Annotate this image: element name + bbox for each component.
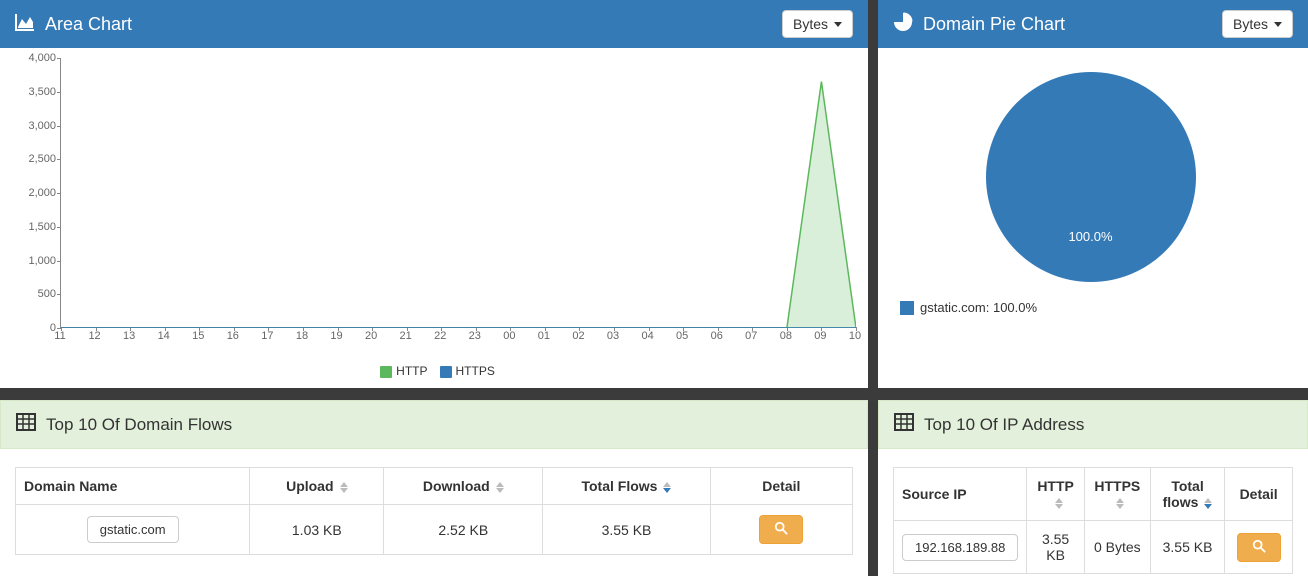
column-header: Domain Name	[16, 468, 250, 505]
x-tick-label: 05	[676, 330, 688, 342]
ip-address-table: Source IPHTTPHTTPSTotal flowsDetail 192.…	[893, 467, 1293, 574]
area-chart-body: 05 00 1,000 1,500 2,000 2,500 3,000 3,500 4,000 1…	[0, 48, 868, 389]
x-tick-label: 12	[88, 330, 100, 342]
column-header: Detail	[710, 468, 852, 505]
y-tick-label: 3,000	[28, 120, 56, 132]
x-tick-label: 15	[192, 330, 204, 342]
table-row: 192.168.189.88 3.55 KB0 Bytes3.55 KB	[894, 521, 1293, 574]
x-tick-label: 21	[400, 330, 412, 342]
table-row: gstatic.com 1.03 KB2.52 KB3.55 KB	[16, 505, 853, 555]
column-header[interactable]: Total Flows	[543, 468, 710, 505]
legend-label: HTTP	[396, 364, 427, 378]
x-tick-label: 19	[330, 330, 342, 342]
download-cell: 2.52 KB	[384, 505, 543, 555]
area-chart-title: Area Chart	[45, 14, 132, 35]
dropdown-label: Bytes	[1233, 16, 1268, 32]
area-chart-panel: Area Chart Bytes 05 00 1,000 1,500 2,000 2,50…	[0, 0, 868, 388]
domain-flows-title: Top 10 Of Domain Flows	[46, 415, 232, 435]
legend-label: HTTPS	[456, 364, 495, 378]
pie-chart-title: Domain Pie Chart	[923, 14, 1065, 35]
pie-chart: 100.0%	[986, 72, 1196, 282]
x-tick-label: 20	[365, 330, 377, 342]
x-tick-label: 01	[538, 330, 550, 342]
total-cell: 3.55 KB	[1150, 521, 1224, 574]
ip-address-header: Top 10 Of IP Address	[878, 400, 1308, 449]
x-tick-label: 00	[503, 330, 515, 342]
column-header[interactable]: Download	[384, 468, 543, 505]
area-chart-unit-dropdown[interactable]: Bytes	[782, 10, 853, 38]
column-header: Source IP	[894, 468, 1027, 521]
x-tick-label: 07	[745, 330, 757, 342]
legend-swatch	[900, 301, 914, 315]
pie-chart-icon	[893, 12, 913, 37]
pie-slice-label: 100.0%	[1068, 229, 1112, 244]
y-tick-label: 2,000	[28, 187, 56, 199]
column-header[interactable]: Total flows	[1150, 468, 1224, 521]
x-tick-label: 18	[296, 330, 308, 342]
y-tick-label: 4,000	[28, 52, 56, 64]
ip-address-panel: Top 10 Of IP Address Source IPHTTPHTTPST…	[878, 400, 1308, 576]
dropdown-label: Bytes	[793, 16, 828, 32]
column-header[interactable]: HTTPS	[1084, 468, 1150, 521]
x-tick-label: 06	[711, 330, 723, 342]
x-tick-label: 03	[607, 330, 619, 342]
area-chart-legend: HTTP HTTPS	[10, 358, 853, 384]
x-tick-label: 13	[123, 330, 135, 342]
y-tick-label: 1,500	[28, 221, 56, 233]
pie-chart-header: Domain Pie Chart Bytes	[878, 0, 1308, 48]
area-chart-icon	[15, 13, 35, 36]
upload-cell: 1.03 KB	[250, 505, 384, 555]
pie-legend-text: gstatic.com: 100.0%	[920, 300, 1037, 315]
search-icon	[774, 521, 788, 538]
total-cell: 3.55 KB	[543, 505, 710, 555]
table-icon	[894, 413, 914, 436]
search-icon	[1252, 539, 1266, 556]
y-tick-label: 1,000	[28, 255, 56, 267]
legend-swatch	[380, 366, 392, 378]
x-tick-label: 09	[814, 330, 826, 342]
ip-address-title: Top 10 Of IP Address	[924, 415, 1084, 435]
domain-flows-panel: Top 10 Of Domain Flows Domain NameUpload…	[0, 400, 868, 576]
x-tick-label: 10	[849, 330, 861, 342]
detail-button[interactable]	[1237, 533, 1281, 562]
x-tick-label: 11	[54, 330, 65, 342]
y-tick-label: 500	[38, 288, 56, 300]
https-cell: 0 Bytes	[1084, 521, 1150, 574]
x-tick-label: 14	[158, 330, 170, 342]
domain-flows-header: Top 10 Of Domain Flows	[0, 400, 868, 449]
x-tick-label: 08	[780, 330, 792, 342]
ip-link[interactable]: 192.168.189.88	[902, 534, 1018, 561]
x-tick-label: 04	[641, 330, 653, 342]
table-icon	[16, 413, 36, 436]
pie-chart-body: 100.0% gstatic.com: 100.0%	[878, 48, 1308, 388]
http-cell: 3.55 KB	[1027, 521, 1084, 574]
y-tick-label: 3,500	[28, 86, 56, 98]
domain-link[interactable]: gstatic.com	[87, 516, 179, 543]
column-header[interactable]: Upload	[250, 468, 384, 505]
x-tick-label: 23	[469, 330, 481, 342]
y-tick-label: 2,500	[28, 153, 56, 165]
chevron-down-icon	[834, 22, 842, 27]
column-header: Detail	[1225, 468, 1293, 521]
x-tick-label: 22	[434, 330, 446, 342]
x-tick-label: 17	[261, 330, 273, 342]
chevron-down-icon	[1274, 22, 1282, 27]
x-tick-label: 02	[572, 330, 584, 342]
column-header[interactable]: HTTP	[1027, 468, 1084, 521]
x-tick-label: 16	[227, 330, 239, 342]
pie-legend: gstatic.com: 100.0%	[900, 300, 1037, 315]
domain-flows-table: Domain NameUploadDownloadTotal FlowsDeta…	[15, 467, 853, 555]
pie-chart-unit-dropdown[interactable]: Bytes	[1222, 10, 1293, 38]
pie-chart-panel: Domain Pie Chart Bytes 100.0% gstatic.co…	[878, 0, 1308, 388]
detail-button[interactable]	[759, 515, 803, 544]
legend-swatch	[440, 366, 452, 378]
area-chart-header: Area Chart Bytes	[0, 0, 868, 48]
